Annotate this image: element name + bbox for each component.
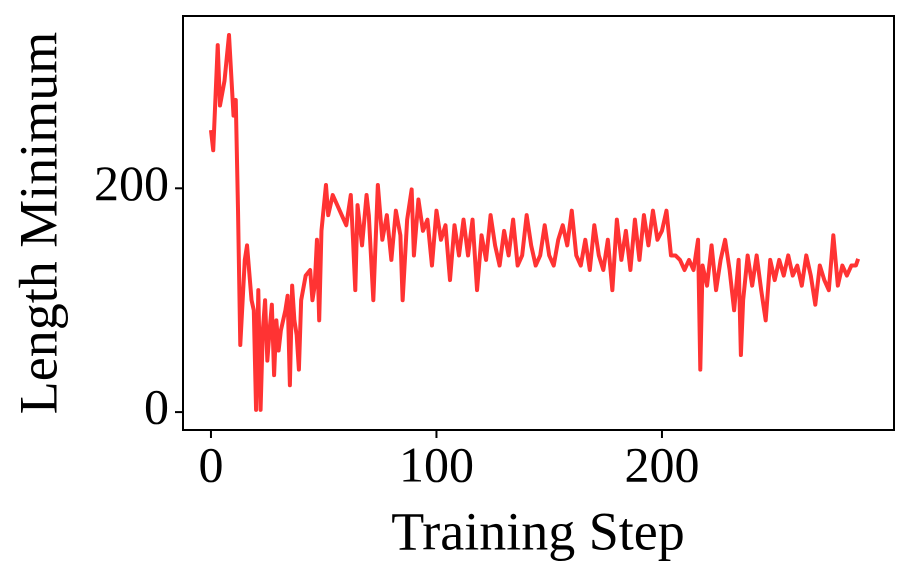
- x-tick-label: 100: [399, 436, 474, 492]
- y-axis-label: Length Minimum: [8, 32, 68, 414]
- plot-frame: [182, 15, 895, 431]
- x-axis-label: Training Step: [391, 501, 685, 561]
- x-tick-label: 0: [198, 436, 223, 492]
- y-tick-label: 200: [94, 155, 169, 211]
- x-tick-label: 200: [624, 436, 699, 492]
- y-tick-label: 0: [144, 379, 169, 435]
- data-line: [208, 33, 861, 412]
